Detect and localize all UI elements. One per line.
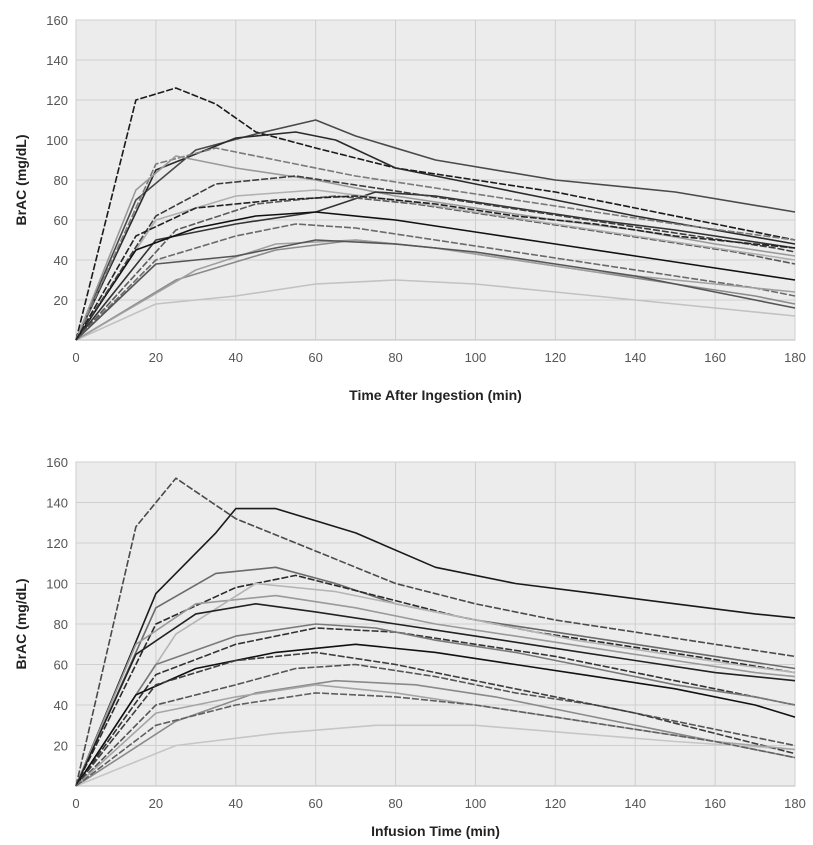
y-tick-label-bottom: 80 bbox=[54, 617, 68, 632]
series-bottom bbox=[75, 477, 796, 787]
y-tick-label-bottom: 60 bbox=[54, 658, 68, 673]
x-tick-label-bottom: 40 bbox=[229, 796, 243, 811]
series-line-bottom-8 bbox=[75, 623, 796, 787]
series-line-top-1 bbox=[75, 87, 796, 341]
y-tick-label-bottom: 120 bbox=[46, 536, 68, 551]
x-tick-label-bottom: 80 bbox=[388, 796, 402, 811]
y-axis-label-bottom: BrAC (mg/dL) bbox=[13, 579, 29, 670]
series-line-top-15 bbox=[75, 239, 796, 341]
x-tick-label-top: 20 bbox=[149, 350, 163, 365]
series-line-bottom-11 bbox=[75, 679, 796, 787]
panel-bottom: 0 20 40 60 80 100 120 140 160 180 20 40 60 80 100 120 14… bbox=[13, 455, 806, 839]
series-line-bottom-1 bbox=[75, 477, 796, 787]
y-tick-label-bottom: 20 bbox=[54, 739, 68, 754]
y-tick-label-bottom: 140 bbox=[46, 496, 68, 511]
series-line-bottom-13 bbox=[75, 651, 796, 787]
series-line-bottom-9 bbox=[75, 643, 796, 787]
series-line-top-2 bbox=[75, 119, 796, 341]
series-line-top-9 bbox=[75, 211, 796, 341]
y-tick-label-top: 40 bbox=[54, 253, 68, 268]
series-line-top-12 bbox=[75, 279, 796, 341]
series-line-bottom-12 bbox=[75, 724, 796, 787]
x-tick-label-top: 120 bbox=[544, 350, 566, 365]
x-tick-label-top: 160 bbox=[704, 350, 726, 365]
x-tick-label-bottom: 60 bbox=[308, 796, 322, 811]
series-line-bottom-15 bbox=[75, 603, 796, 787]
y-tick-label-bottom: 160 bbox=[46, 455, 68, 470]
series-line-top-3 bbox=[75, 131, 796, 341]
series-line-bottom-16 bbox=[75, 692, 796, 787]
x-tick-label-top: 140 bbox=[624, 350, 646, 365]
series-line-top-4 bbox=[75, 147, 796, 341]
x-axis-label-bottom: Infusion Time (min) bbox=[371, 823, 500, 839]
y-tick-label-top: 60 bbox=[54, 213, 68, 228]
grid-top bbox=[75, 19, 796, 340]
ticks-top: 0 20 40 60 80 100 120 140 160 180 20 40 60 80 100 120 14… bbox=[46, 13, 806, 365]
x-tick-label-top: 0 bbox=[72, 350, 79, 365]
y-tick-label-top: 80 bbox=[54, 173, 68, 188]
y-tick-label-bottom: 100 bbox=[46, 577, 68, 592]
x-tick-label-bottom: 180 bbox=[784, 796, 806, 811]
x-tick-label-bottom: 120 bbox=[544, 796, 566, 811]
series-top bbox=[75, 87, 796, 341]
series-line-top-6 bbox=[75, 191, 796, 341]
series-line-top-7 bbox=[75, 195, 796, 341]
panel-top: 0 20 40 60 80 100 120 140 160 180 20 40 60 80 100 120 14… bbox=[13, 13, 806, 403]
y-axis-label-top: BrAC (mg/dL) bbox=[13, 135, 29, 226]
series-line-bottom-6 bbox=[75, 582, 796, 787]
x-tick-label-top: 180 bbox=[784, 350, 806, 365]
series-line-bottom-10 bbox=[75, 663, 796, 787]
series-line-top-14 bbox=[75, 239, 796, 341]
y-tick-label-bottom: 40 bbox=[54, 698, 68, 713]
x-tick-label-top: 100 bbox=[465, 350, 487, 365]
x-tick-label-top: 80 bbox=[388, 350, 402, 365]
series-line-top-5 bbox=[75, 155, 796, 341]
ticks-bottom: 0 20 40 60 80 100 120 140 160 180 20 40 60 80 100 120 14… bbox=[46, 455, 806, 811]
y-tick-label-top: 20 bbox=[54, 293, 68, 308]
y-tick-label-top: 120 bbox=[46, 93, 68, 108]
x-tick-label-bottom: 0 bbox=[72, 796, 79, 811]
series-line-bottom-2 bbox=[75, 507, 796, 787]
y-tick-label-top: 100 bbox=[46, 133, 68, 148]
x-tick-label-bottom: 20 bbox=[149, 796, 163, 811]
x-tick-label-bottom: 100 bbox=[465, 796, 487, 811]
y-tick-label-top: 160 bbox=[46, 13, 68, 28]
series-line-bottom-4 bbox=[75, 574, 796, 787]
y-tick-label-top: 140 bbox=[46, 53, 68, 68]
x-tick-label-bottom: 160 bbox=[704, 796, 726, 811]
series-line-top-10 bbox=[75, 223, 796, 341]
series-line-bottom-7 bbox=[75, 627, 796, 787]
x-tick-label-top: 60 bbox=[308, 350, 322, 365]
series-line-top-16 bbox=[75, 195, 796, 341]
series-line-bottom-5 bbox=[75, 594, 796, 787]
x-tick-label-bottom: 140 bbox=[624, 796, 646, 811]
x-axis-label-top: Time After Ingestion (min) bbox=[349, 387, 522, 403]
x-tick-label-top: 40 bbox=[229, 350, 243, 365]
